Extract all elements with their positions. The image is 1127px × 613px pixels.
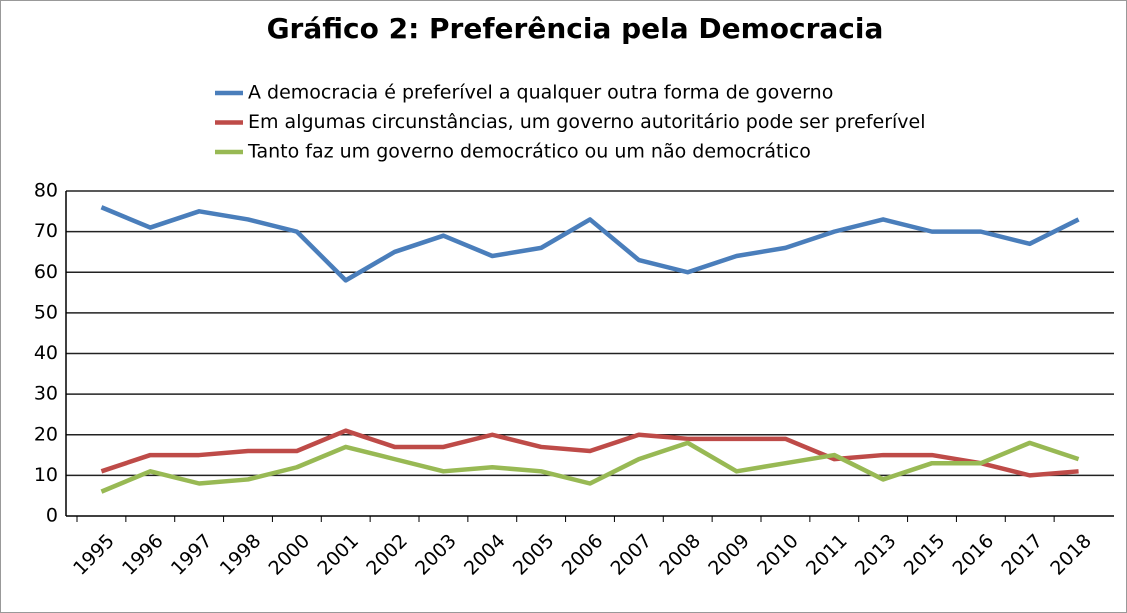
legend-label: Em algumas circunstâncias, um governo au… bbox=[248, 111, 926, 133]
y-tick-label: 50 bbox=[34, 301, 58, 323]
y-tick-label: 20 bbox=[34, 423, 58, 445]
chart-title: Gráfico 2: Preferência pela Democracia bbox=[267, 12, 884, 45]
line-series bbox=[100, 440, 1080, 494]
line-series bbox=[100, 428, 1079, 478]
y-tick-label: 0 bbox=[46, 505, 58, 527]
y-tick-label: 30 bbox=[34, 383, 58, 405]
y-tick-label: 10 bbox=[34, 464, 58, 486]
legend-label: A democracia é preferível a qualquer out… bbox=[248, 82, 833, 104]
y-tick-label: 60 bbox=[34, 261, 58, 283]
y-tick-label: 70 bbox=[34, 220, 58, 242]
y-tick-label: 80 bbox=[34, 180, 58, 202]
legend-label: Tanto faz um governo democrático ou um n… bbox=[247, 141, 811, 163]
y-tick-label: 40 bbox=[34, 342, 58, 364]
line-series bbox=[100, 205, 1080, 283]
